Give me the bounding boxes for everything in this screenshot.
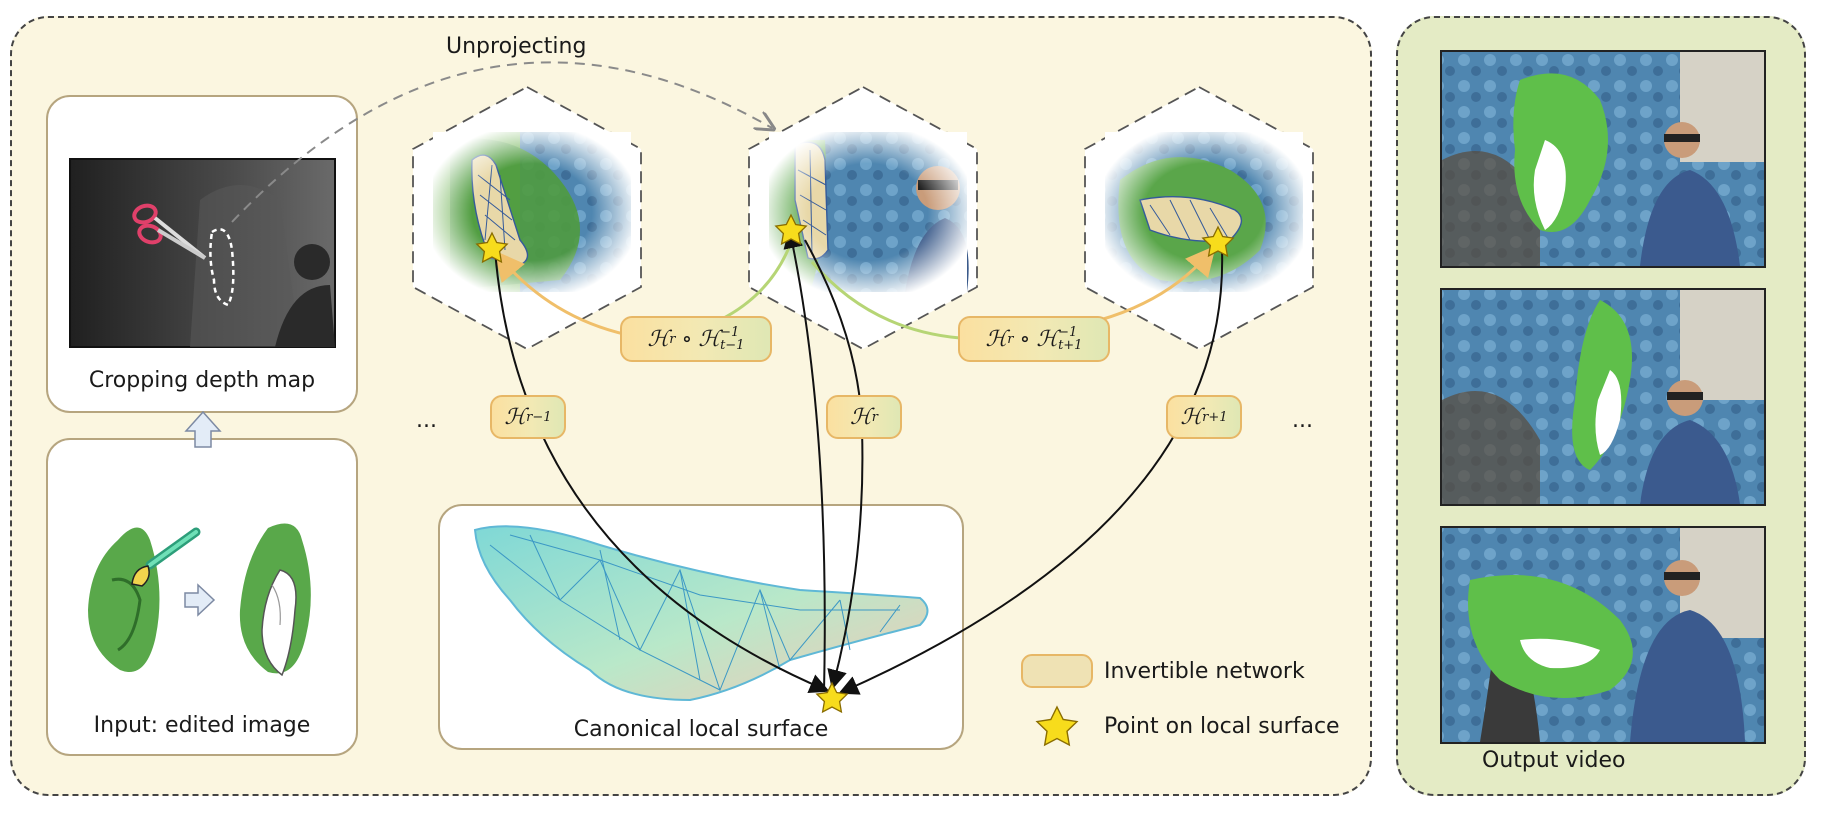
- star-icon: [475, 231, 509, 264]
- star-icon: [815, 681, 849, 714]
- depth-map-image: [69, 158, 336, 348]
- hexagon-frame-middle: [748, 85, 978, 351]
- input-before-image: [88, 527, 160, 672]
- up-arrow-shape: [184, 410, 222, 448]
- legend-point-on-surface-label: Point on local surface: [1104, 714, 1340, 739]
- mapping-arrow-middle-up: [783, 228, 826, 693]
- mapping-arrow-right: [838, 249, 1224, 695]
- input-after-image: [239, 523, 311, 677]
- hexagon-frame-left: [412, 85, 642, 351]
- star-icon: [774, 213, 808, 246]
- mapping-arrow-left: [494, 249, 830, 693]
- output-frame-3: [1440, 526, 1766, 744]
- paintbrush-icon: [131, 527, 201, 587]
- output-frame-1-image: [1442, 52, 1764, 266]
- star-icon: [1201, 225, 1235, 258]
- legend-star-icon: [1035, 705, 1079, 747]
- output-frame-2: [1440, 288, 1766, 506]
- compose-right-arrow-orange: [1099, 245, 1216, 322]
- ellipsis-left: ...: [416, 408, 437, 433]
- scissors-icon: [132, 203, 207, 260]
- canonical-mesh: [473, 525, 929, 702]
- output-frame-1: [1440, 50, 1766, 268]
- unprojecting-label: Unprojecting: [446, 34, 587, 59]
- input-edited-image-caption: Input: edited image: [93, 713, 311, 738]
- canonical-local-surface-caption: Canonical local surface: [573, 717, 829, 742]
- legend-invertible-network-swatch: [1021, 654, 1093, 688]
- output-frame-2-image: [1442, 290, 1764, 504]
- compose-right-arrow-green: [810, 261, 961, 340]
- output-video-label: Output video: [1482, 748, 1626, 773]
- hexagon-frame-right: [1084, 85, 1314, 351]
- ellipsis-right: ...: [1292, 408, 1313, 433]
- cropping-depth-map-caption: Cropping depth map: [88, 368, 316, 393]
- output-frame-3-image: [1442, 528, 1764, 742]
- unprojecting-arrow: [231, 61, 772, 223]
- edit-arrow-icon: [184, 583, 216, 617]
- legend-invertible-network-label: Invertible network: [1104, 659, 1305, 684]
